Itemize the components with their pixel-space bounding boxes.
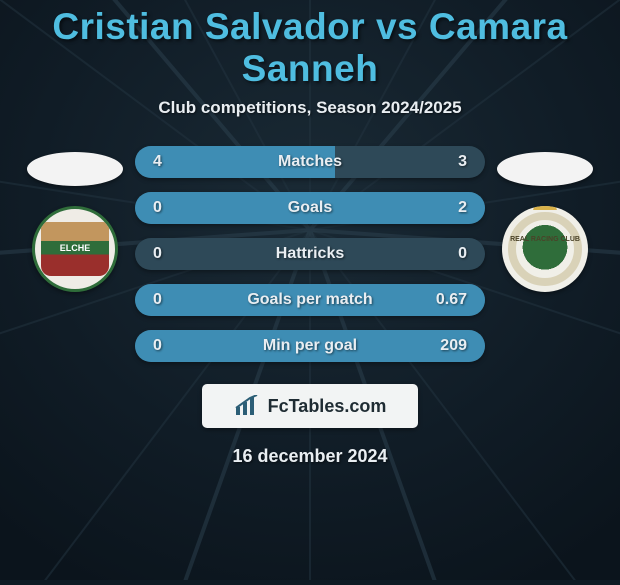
left-club-name: ELCHE	[60, 244, 91, 254]
right-club-name: REAL RACING CLUB	[502, 236, 588, 244]
comparison-title: Cristian Salvador vs Camara Sanneh	[0, 6, 620, 90]
stat-left-value: 0	[153, 245, 162, 263]
snapshot-date: 16 december 2024	[232, 446, 387, 467]
stat-row: 0 Goals per match 0.67	[135, 284, 485, 316]
bar-chart-icon	[234, 395, 262, 417]
stats-list: 4 Matches 3 0 Goals 2 0 Hattricks 0 0 Goals per ma…	[135, 146, 485, 362]
left-club-badge: ELCHE	[32, 206, 118, 292]
right-club-badge: REAL RACING CLUB	[502, 206, 588, 292]
right-flag-icon	[497, 152, 593, 186]
stat-right-value: 3	[458, 153, 467, 171]
stat-row: 0 Goals 2	[135, 192, 485, 224]
stat-label: Goals	[288, 199, 332, 217]
stat-label: Hattricks	[276, 245, 344, 263]
fctables-logo-text: FcTables.com	[268, 396, 387, 417]
left-player-column: ELCHE	[15, 146, 135, 292]
stat-left-value: 0	[153, 337, 162, 355]
stat-left-value: 0	[153, 291, 162, 309]
stat-right-value: 0	[458, 245, 467, 263]
left-flag-icon	[27, 152, 123, 186]
stat-left-value: 0	[153, 199, 162, 217]
stat-label: Min per goal	[263, 337, 357, 355]
stat-row: 4 Matches 3	[135, 146, 485, 178]
stat-label: Matches	[278, 153, 342, 171]
right-player-column: REAL RACING CLUB	[485, 146, 605, 292]
fctables-logo: FcTables.com	[202, 384, 418, 428]
comparison-body: ELCHE 4 Matches 3 0 Goals 2 0 Hattricks 0 0 Goals …	[0, 146, 620, 362]
stat-left-value: 4	[153, 153, 162, 171]
stat-row: 0 Hattricks 0	[135, 238, 485, 270]
stat-label: Goals per match	[247, 291, 372, 309]
stat-right-value: 0.67	[436, 291, 467, 309]
stat-right-value: 209	[440, 337, 467, 355]
comparison-subtitle: Club competitions, Season 2024/2025	[158, 98, 461, 118]
stat-row: 0 Min per goal 209	[135, 330, 485, 362]
stat-right-value: 2	[458, 199, 467, 217]
